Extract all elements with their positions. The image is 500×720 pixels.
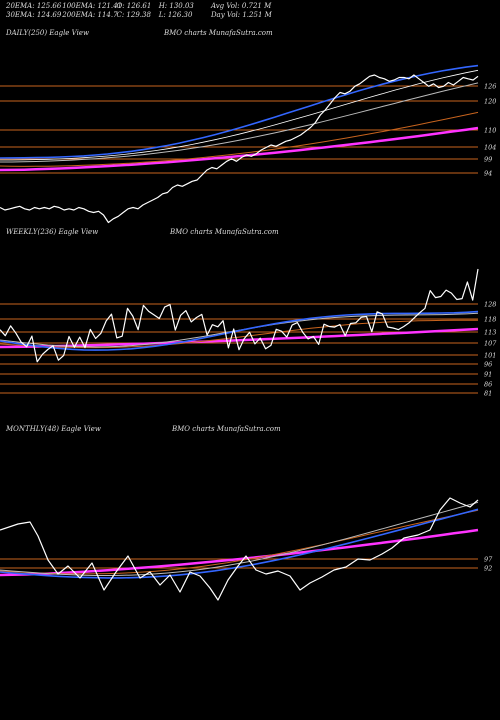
- daily-ema200-line: [0, 126, 479, 172]
- daily-panel-title: DAILY(250) Eagle View: [6, 29, 89, 37]
- weekly-watermark: BMO charts MunafaSutra.com: [170, 228, 279, 236]
- level-label-0-2: 110: [484, 127, 496, 135]
- header-row-2: 30EMA: 124.69 200EMA: 114.7 C: 129.38 L:…: [6, 11, 272, 20]
- high-value: H: 130.03: [158, 2, 194, 10]
- daily-ema30-line: [0, 69, 479, 161]
- level-label-1-2: 113: [484, 329, 496, 337]
- monthly-ema100-line: [0, 509, 479, 575]
- level-label-1-8: 81: [484, 390, 492, 398]
- monthly-panel-title: MONTHLY(48) Eagle View: [6, 425, 101, 433]
- day-vol-value: Day Vol: 1.251 M: [210, 11, 272, 19]
- open-value: O: 126.61: [116, 2, 152, 10]
- level-label-1-6: 91: [484, 371, 492, 379]
- close-value: C: 129.38: [116, 11, 151, 19]
- level-label-0-4: 99: [484, 156, 492, 164]
- level-label-1-1: 118: [484, 316, 496, 324]
- weekly-ema200-line: [0, 327, 479, 349]
- weekly-ema100-line: [0, 319, 478, 349]
- avg-vol-value: Avg Vol: 0.721 M: [210, 2, 272, 10]
- daily-ema20-line: [0, 64, 479, 159]
- monthly-watermark: BMO charts MunafaSutra.com: [172, 425, 281, 433]
- monthly-ema50-line: [0, 501, 479, 576]
- level-label-2-1: 92: [484, 565, 492, 573]
- ema100-value: 100EMA: 121.41: [62, 2, 123, 10]
- monthly-ema200-line: [0, 528, 479, 577]
- weekly-ema20-line: [0, 310, 479, 351]
- level-label-0-5: 94: [484, 170, 492, 178]
- daily-ema100-line: [0, 111, 479, 167]
- weekly-panel-title: WEEKLY(236) Eagle View: [6, 228, 99, 236]
- daily-price-line: [0, 74, 479, 224]
- daily-watermark: BMO charts MunafaSutra.com: [164, 29, 273, 37]
- level-label-1-7: 86: [484, 381, 492, 389]
- level-label-0-0: 126: [484, 83, 496, 91]
- daily-ema50-line: [0, 82, 479, 163]
- ema200-value: 200EMA: 114.7: [62, 11, 118, 19]
- weekly-price-line: [0, 268, 479, 363]
- low-value: L: 126.30: [158, 11, 193, 19]
- level-label-2-0: 97: [484, 556, 493, 564]
- level-label-0-3: 104: [484, 144, 496, 152]
- indicator-header: 20EMA: 125.66 100EMA: 121.41 O: 126.61 H…: [6, 2, 272, 20]
- level-label-1-0: 128: [484, 301, 496, 309]
- level-label-1-4: 101: [484, 352, 496, 360]
- monthly-price-line: [0, 497, 479, 601]
- level-label-1-5: 96: [484, 361, 492, 369]
- level-label-1-3: 107: [484, 340, 497, 348]
- ema30-value: 30EMA: 124.69: [6, 11, 62, 19]
- header-row-1: 20EMA: 125.66 100EMA: 121.41 O: 126.61 H…: [6, 2, 272, 11]
- ema20-value: 20EMA: 125.66: [6, 2, 62, 10]
- level-label-0-1: 120: [484, 98, 496, 106]
